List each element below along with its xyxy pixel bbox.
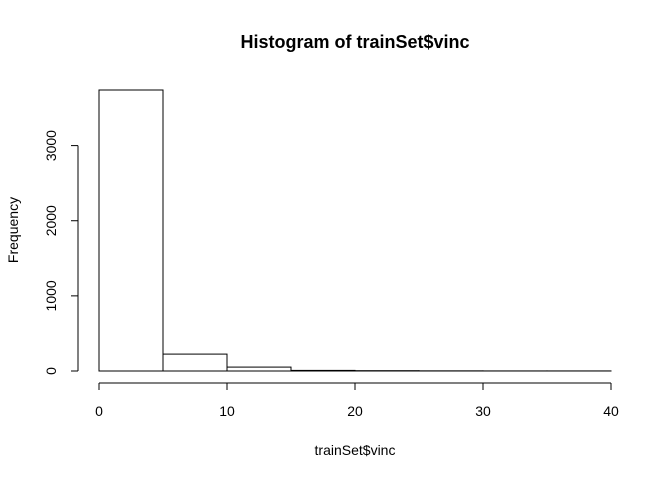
x-tick-label: 30 (475, 403, 491, 419)
x-axis: 0 10 20 30 40 (95, 382, 619, 419)
chart-title: Histogram of trainSet$vinc (240, 32, 469, 52)
y-tick-label: 0 (43, 367, 59, 375)
y-tick-label: 1000 (43, 280, 59, 311)
x-axis-label: trainSet$vinc (315, 442, 396, 458)
y-axis-label: Frequency (5, 197, 21, 263)
histogram-bar-2 (162, 353, 228, 372)
histogram-bar-1 (98, 89, 164, 372)
x-tick-label: 40 (603, 403, 619, 419)
y-axis: 0 1000 2000 3000 (43, 130, 79, 375)
bars-group (98, 89, 612, 372)
x-tick-label: 0 (95, 403, 103, 419)
y-tick-label: 2000 (43, 205, 59, 236)
histogram-bar-4 (290, 369, 356, 372)
y-tick-label: 3000 (43, 130, 59, 161)
x-tick-label: 10 (219, 403, 235, 419)
histogram-bar-3 (226, 366, 292, 372)
x-tick-label: 20 (347, 403, 363, 419)
